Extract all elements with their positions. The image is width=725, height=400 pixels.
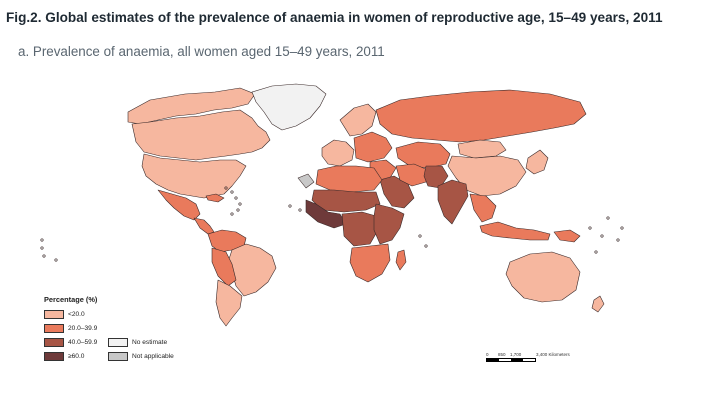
legend-title: Percentage (%) (44, 295, 98, 304)
map-region (349, 243, 391, 283)
scale-label: 850 (498, 352, 506, 357)
scale-segment (523, 359, 535, 361)
map-region (321, 139, 355, 167)
map-region (341, 211, 379, 247)
map-region (375, 89, 587, 143)
legend-item-lt20: <20.0 (44, 310, 85, 319)
scale-label: 0 (486, 352, 489, 357)
scale-track (486, 358, 536, 362)
legend-item-20-39: 20.0–39.9 (44, 324, 97, 333)
map-region (227, 243, 277, 297)
scale-segment (487, 359, 499, 361)
scale-segment (511, 359, 523, 361)
map-region (525, 149, 549, 175)
legend-swatch (44, 310, 64, 319)
legend-item-no-estimate: No estimate (108, 338, 167, 347)
legend-label: 20.0–39.9 (68, 325, 98, 332)
scale-labels: 0 850 1,700 3,400 Kilometers (486, 352, 592, 358)
map-region (447, 155, 527, 197)
map-region (353, 131, 393, 163)
map-region (395, 141, 451, 169)
legend-swatch (44, 324, 64, 333)
map-region (193, 217, 215, 235)
scale-label: 1,700 (510, 352, 522, 357)
map-region (379, 175, 415, 209)
legend-item-gte60: ≥60.0 (44, 352, 84, 361)
legend-label: <20.0 (68, 311, 85, 318)
map-region (297, 173, 315, 189)
map-region (373, 203, 405, 245)
map-region (251, 83, 327, 131)
legend-item-40-59: 40.0–59.9 (44, 338, 97, 347)
legend-swatch (44, 352, 64, 361)
map-region (157, 189, 201, 221)
map-region (131, 109, 271, 161)
legend-swatch (44, 338, 64, 347)
map-region (505, 251, 581, 303)
map-region (469, 193, 497, 223)
map-region (479, 221, 551, 241)
map-region (205, 193, 225, 203)
map-region (339, 103, 377, 137)
map-region (553, 229, 581, 243)
map-region (211, 247, 237, 287)
legend-label: 40.0–59.9 (68, 339, 98, 346)
figure-title: Fig.2. Global estimates of the prevalenc… (6, 10, 663, 25)
legend-item-not-applicable: Not applicable (108, 352, 174, 361)
figure-subtitle: a. Prevalence of anaemia, all women aged… (18, 44, 385, 59)
legend-label: ≥60.0 (68, 353, 85, 360)
legend-swatch (108, 352, 128, 361)
island-markers (40, 186, 624, 262)
scale-label: 3,400 Kilometers (536, 352, 570, 357)
scale-bar: 0 850 1,700 3,400 Kilometers (486, 352, 592, 368)
scale-segment (499, 359, 511, 361)
legend-label: No estimate (132, 339, 168, 346)
map-region (591, 295, 605, 313)
legend-swatch (108, 338, 128, 347)
map-region (395, 249, 407, 271)
map-region (215, 279, 243, 327)
map-region (437, 179, 469, 225)
map-region (315, 165, 383, 193)
map-region (395, 163, 429, 187)
map-region (141, 153, 247, 199)
legend-label: Not applicable (132, 353, 174, 360)
map-legend: Percentage (%) <20.0 20.0–39.9 40.0–59.9… (44, 295, 174, 361)
map-region (457, 139, 507, 159)
